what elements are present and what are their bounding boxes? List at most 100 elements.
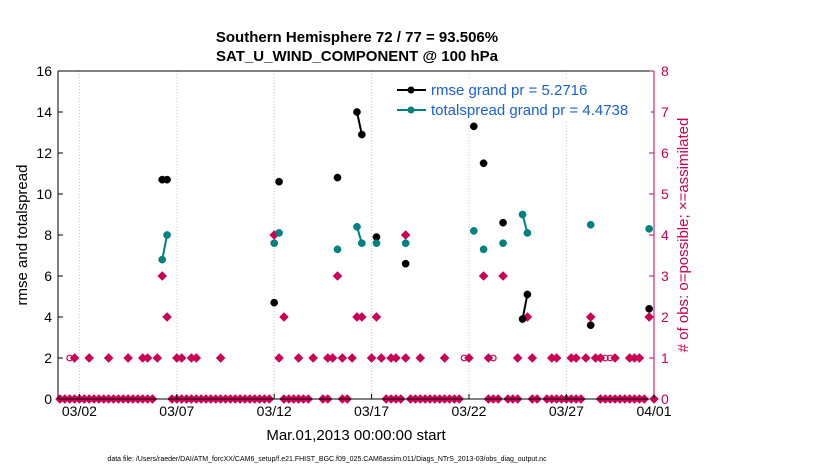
rmse-point <box>523 290 532 299</box>
legend-rmse-marker <box>407 86 415 94</box>
obs-assimilated-marker <box>274 353 284 363</box>
legend-box <box>393 78 651 120</box>
obs-assimilated-marker <box>400 353 411 363</box>
spread-point <box>469 227 478 235</box>
obs-assimilated-marker <box>337 353 348 363</box>
x-tick-label: 03/27 <box>549 403 584 419</box>
y-tick-label-right: 1 <box>661 350 669 366</box>
rmse-point <box>401 259 410 268</box>
spread-point <box>645 225 653 233</box>
rmse-point <box>586 321 595 330</box>
rmse-point <box>518 315 527 323</box>
obs-assimilated-marker <box>152 353 163 363</box>
obs-assimilated-marker <box>327 353 338 363</box>
obs-assimilated-marker <box>439 353 450 363</box>
obs-assimilated-marker <box>366 353 377 363</box>
obs-assimilated-marker <box>176 353 187 363</box>
obs-assimilated-marker <box>357 312 367 322</box>
obs-assimilated-marker <box>581 353 591 363</box>
obs-assimilated-marker <box>69 353 80 363</box>
obs-count-markers <box>55 230 659 404</box>
spread-point <box>518 210 527 219</box>
spread-point <box>163 231 171 239</box>
obs-assimilated-marker <box>293 353 304 363</box>
x-tick-label: 04/01 <box>636 403 671 419</box>
obs-assimilated-marker <box>347 353 357 363</box>
obs-assimilated-marker <box>376 353 387 363</box>
y-tick-label-left: 2 <box>44 350 52 366</box>
rmse-point <box>333 173 342 182</box>
obs-assimilated-marker <box>279 312 289 322</box>
y-tick-label-left: 8 <box>44 227 52 243</box>
y-tick-label-left: 4 <box>44 309 52 325</box>
legend-rmse-label: rmse grand pr = 5.2716 <box>431 82 587 99</box>
spread-point <box>401 239 410 248</box>
obs-assimilated-marker <box>308 353 318 363</box>
spread-point <box>158 255 167 264</box>
rmse-point <box>469 122 478 131</box>
y-tick-label-left: 16 <box>36 63 52 79</box>
obs-assimilated-marker <box>595 353 606 363</box>
obs-assimilated-marker <box>162 312 172 322</box>
obs-assimilated-marker <box>84 353 94 363</box>
rmse-point <box>163 175 171 184</box>
y-tick-label-right: 3 <box>661 268 669 284</box>
spread-point <box>270 239 279 248</box>
x-tick-label: 03/12 <box>257 403 292 419</box>
spread-point <box>353 222 361 231</box>
obs-assimilated-marker <box>478 271 489 281</box>
spread-point <box>372 239 381 248</box>
y-axis-label-right: # of obs: o=possible; ×=assimilated <box>675 118 692 353</box>
legend: rmse grand pr = 5.2716 totalspread grand… <box>393 78 651 120</box>
spread-point <box>523 229 532 237</box>
legend-spread-label: totalspread grand pr = 4.4738 <box>431 102 628 119</box>
spread-line-segment <box>161 234 169 260</box>
plot-area <box>58 71 654 399</box>
obs-assimilated-marker <box>464 353 474 363</box>
obs-assimilated-marker <box>391 353 401 363</box>
obs-assimilated-marker <box>191 353 202 363</box>
rmse-point <box>270 298 279 307</box>
rmse-point <box>499 218 507 227</box>
spread-point <box>333 245 342 254</box>
obs-assimilated-marker <box>157 271 167 281</box>
spread-point <box>479 245 488 254</box>
y-tick-label-left: 10 <box>36 186 52 202</box>
obs-assimilated-marker <box>103 353 114 363</box>
obs-assimilated-marker <box>123 353 133 363</box>
y-tick-label-left: 14 <box>36 104 52 120</box>
y-tick-label-left: 6 <box>44 268 52 284</box>
rmse-point <box>353 108 361 116</box>
legend-spread-marker <box>407 106 415 114</box>
obs-assimilated-marker <box>142 353 153 363</box>
obs-assimilated-marker <box>498 271 508 281</box>
y-tick-label-left: 12 <box>36 145 52 161</box>
x-tick-label: 03/22 <box>451 403 486 419</box>
y-tick-label-right: 7 <box>661 104 669 120</box>
y-tick-label-right: 2 <box>661 309 669 325</box>
obs-assimilated-marker <box>512 353 523 363</box>
obs-assimilated-marker <box>483 353 494 363</box>
rmse-point <box>645 304 653 313</box>
x-tick-label: 03/07 <box>159 403 194 419</box>
rmse-point <box>479 159 488 168</box>
obs-assimilated-marker <box>585 312 596 322</box>
y-tick-label-left: 0 <box>44 391 52 407</box>
spread-point <box>499 239 507 248</box>
chart-subtitle: SAT_U_WIND_COMPONENT @ 100 hPa <box>216 48 499 65</box>
obs-assimilated-marker <box>415 353 426 363</box>
data-file-note: data file: /Users/raeder/DAI/ATM_forcXX/… <box>107 456 547 463</box>
obs-assimilated-marker <box>215 353 226 363</box>
x-axis-label: Mar.01,2013 00:00:00 start <box>266 427 446 444</box>
obs-assimilated-marker <box>551 353 562 363</box>
obs-assimilated-marker <box>610 353 620 363</box>
spread-point <box>586 220 595 229</box>
data-series <box>158 108 653 330</box>
y-tick-label-right: 8 <box>661 63 669 79</box>
y-axis-label-left: rmse and totalspread <box>14 165 31 306</box>
y-tick-label-right: 5 <box>661 186 669 202</box>
rmse-line-segment <box>521 294 529 320</box>
obs-assimilated-marker <box>371 312 382 322</box>
spread-point <box>275 229 283 237</box>
spread-point <box>357 239 366 248</box>
